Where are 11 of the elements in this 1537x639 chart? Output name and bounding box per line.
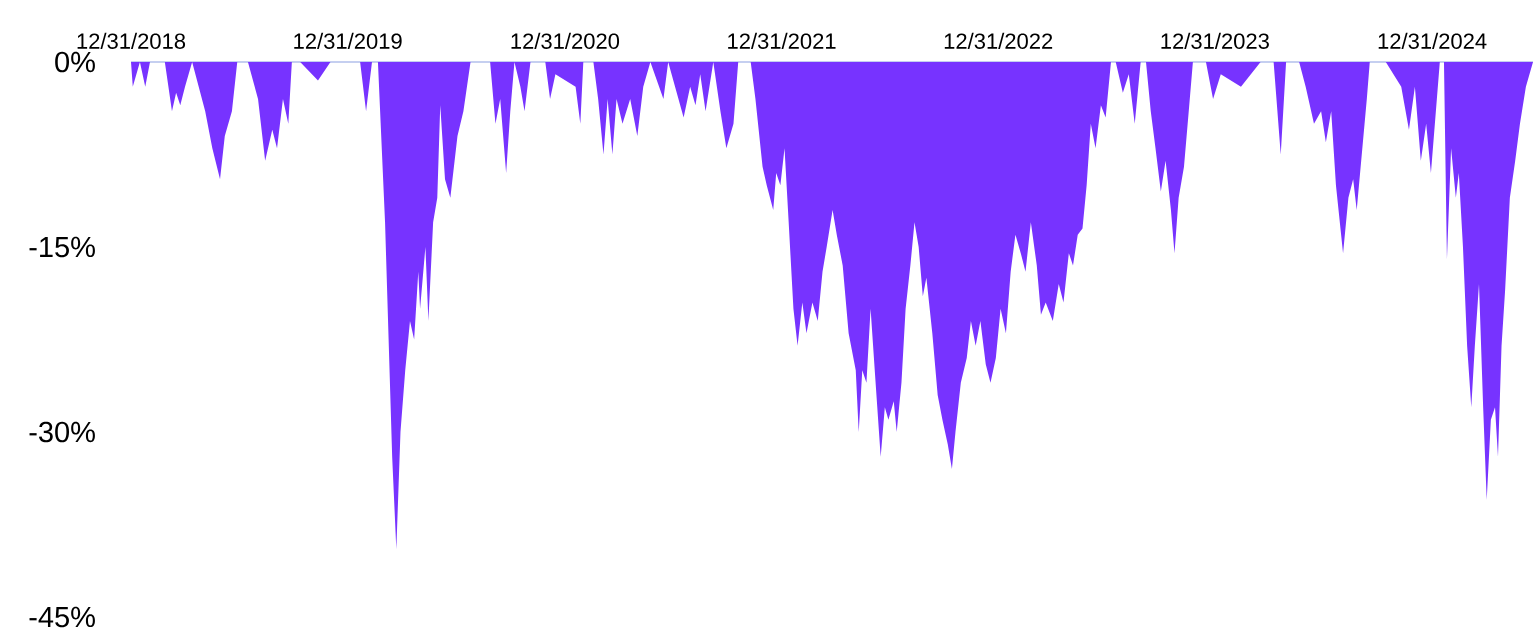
y-tick-label: -45% [29,606,95,628]
y-tick-label: -15% [29,236,95,258]
x-tick-label: 12/31/2020 [511,32,620,49]
x-tick-label: 12/31/2022 [944,32,1053,49]
y-tick-label: 0% [55,51,95,73]
x-tick-label: 12/31/2019 [294,32,402,49]
y-tick-label: -30% [29,421,95,443]
x-tick-label: 12/31/2021 [728,32,836,49]
x-tick-label: 12/31/2024 [1378,32,1487,49]
x-tick-label: 12/31/2023 [1161,32,1269,49]
x-tick-label: 12/31/2018 [77,32,186,49]
